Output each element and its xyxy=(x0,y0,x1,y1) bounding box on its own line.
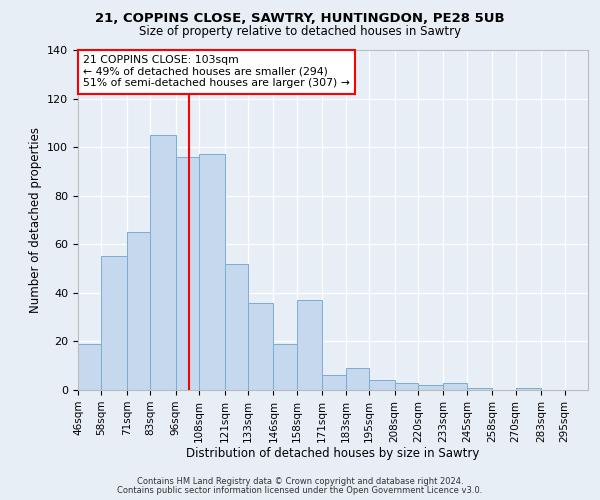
Bar xyxy=(176,157,199,390)
Bar xyxy=(199,154,224,390)
Y-axis label: Number of detached properties: Number of detached properties xyxy=(29,127,41,313)
Text: Contains public sector information licensed under the Open Government Licence v3: Contains public sector information licen… xyxy=(118,486,482,495)
Bar xyxy=(369,380,395,390)
Bar xyxy=(224,264,248,390)
Bar xyxy=(274,344,297,390)
Text: Size of property relative to detached houses in Sawtry: Size of property relative to detached ho… xyxy=(139,25,461,38)
Bar xyxy=(248,302,274,390)
Bar xyxy=(467,388,492,390)
Bar xyxy=(150,135,176,390)
Bar xyxy=(516,388,541,390)
Text: 21 COPPINS CLOSE: 103sqm
← 49% of detached houses are smaller (294)
51% of semi-: 21 COPPINS CLOSE: 103sqm ← 49% of detach… xyxy=(83,55,350,88)
Bar xyxy=(297,300,322,390)
Text: Contains HM Land Registry data © Crown copyright and database right 2024.: Contains HM Land Registry data © Crown c… xyxy=(137,477,463,486)
Bar xyxy=(101,256,127,390)
Bar xyxy=(346,368,369,390)
Bar xyxy=(322,376,346,390)
Text: 21, COPPINS CLOSE, SAWTRY, HUNTINGDON, PE28 5UB: 21, COPPINS CLOSE, SAWTRY, HUNTINGDON, P… xyxy=(95,12,505,26)
Bar xyxy=(78,344,101,390)
Bar xyxy=(418,385,443,390)
Bar xyxy=(395,382,418,390)
X-axis label: Distribution of detached houses by size in Sawtry: Distribution of detached houses by size … xyxy=(187,448,479,460)
Bar xyxy=(127,232,150,390)
Bar xyxy=(443,382,467,390)
